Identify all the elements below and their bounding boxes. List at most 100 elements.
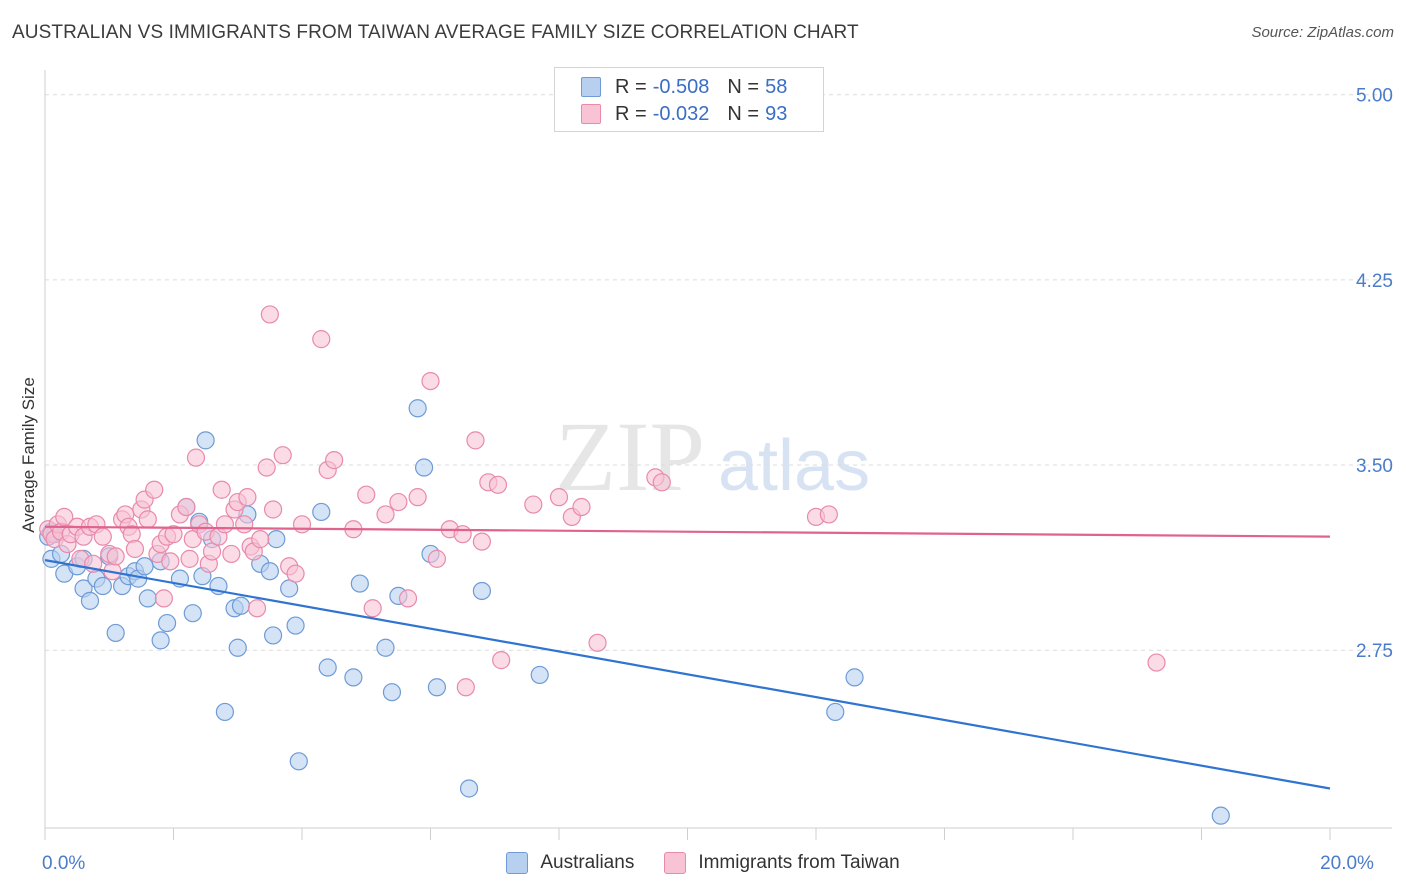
grid-lines [45,94,1392,651]
taiwan-point [286,564,305,583]
y-tick-labels: 2.75 3.50 4.25 5.00 [1356,86,1393,663]
legend-n-label: N = [727,102,760,125]
x-tick-labels: 0.0% 20.0% [42,853,1374,874]
trend-lines [44,525,1331,790]
australians-point [196,431,215,450]
australians-point [215,702,234,722]
taiwan-point [398,589,418,608]
legend-n-value: 58 [765,75,788,98]
taiwan-point [247,599,267,618]
legend-label-taiwan: Immigrants from Taiwan [698,852,900,873]
australians-point [228,638,247,657]
australians-point [408,399,427,418]
series-taiwan-points [39,305,1166,697]
australians-point [344,668,363,687]
taiwan-point [572,497,591,517]
taiwan-point [93,527,112,546]
australians-point [530,665,549,685]
taiwan-point [263,500,283,519]
taiwan-point [363,599,382,618]
australians-point [1211,806,1230,825]
australians-point [414,458,434,477]
legend-item-taiwan: Immigrants from Taiwan [664,852,900,874]
australians-point [93,576,112,596]
australians-point [845,668,864,687]
taiwan-point [292,515,312,534]
legend-r-value: -0.508 [652,75,710,98]
australians-point [138,589,157,608]
taiwan-point [161,552,180,571]
y-tick-label: 3.50 [1356,456,1393,477]
correlation-legend: R = -0.508 N = 58 R = -0.032 N = 93 [554,67,824,132]
taiwan-point [421,372,440,391]
taiwan-point [652,473,671,492]
australians-point [231,596,251,615]
legend-swatch-blue [581,77,601,97]
taiwan-point [138,510,157,529]
taiwan-point [427,549,447,568]
legend-n-label: N = [727,75,760,98]
australians-point [318,658,337,677]
australians-point [472,581,491,601]
taiwan-point [186,448,206,467]
australians-point [106,623,125,643]
taiwan-point [154,589,173,608]
taiwan-point [180,549,199,568]
legend-label-australians: Australians [540,852,635,873]
taiwan-point [257,458,276,477]
legend-swatch-australians [506,852,529,874]
australians-point [376,638,395,657]
y-tick-label: 4.25 [1356,271,1393,292]
taiwan-point [215,515,234,534]
series-legend: Australians Immigrants from Taiwan [0,852,1406,874]
taiwan-point [408,488,427,507]
australians-trend-line [44,559,1331,790]
taiwan-point [389,492,408,512]
australians-point [350,574,369,593]
legend-swatch-taiwan [664,852,687,874]
legend-item-australians: Australians [506,852,634,874]
taiwan-point [235,515,254,534]
y-tick-label: 5.00 [1356,86,1393,107]
australians-point [263,626,283,645]
taiwan-point [145,480,164,499]
y-tick-label: 2.75 [1356,641,1393,662]
legend-r-label: R = [615,75,647,98]
taiwan-point [125,539,145,559]
legend-row-taiwan: R = -0.032 N = 93 [581,101,787,127]
australians-point [151,631,170,650]
x-tick-label: 0.0% [42,853,85,874]
australians-point [135,557,154,576]
taiwan-point [549,488,569,507]
watermark-zip: ZIP [555,401,705,512]
taiwan-point [325,451,344,470]
taiwan-point [357,485,376,504]
taiwan-point [376,505,395,524]
taiwan-point [212,480,231,499]
taiwan-point [492,651,511,670]
legend-r-value: -0.032 [652,102,710,125]
y-axis-label: Average Family Size [19,377,38,533]
legend-r-label: R = [615,102,647,125]
australians-point [286,616,305,635]
taiwan-point [588,633,607,652]
australians-point [459,779,479,798]
source-label: Source: ZipAtlas.com [1251,24,1394,41]
legend-n-value: 93 [765,102,788,125]
taiwan-point [273,446,292,465]
taiwan-point [222,544,241,564]
axes [44,70,1392,840]
chart-title: AUSTRALIAN VS IMMIGRANTS FROM TAIWAN AVE… [12,22,859,43]
australians-point [267,530,286,549]
taiwan-point [312,330,331,349]
australians-point [183,604,202,623]
taiwan-point [251,530,270,549]
taiwan-point [1147,653,1166,672]
australians-point [826,702,845,722]
taiwan-point [472,532,491,551]
taiwan-trend-line [44,525,1331,538]
taiwan-point [106,547,125,566]
taiwan-point [466,431,485,450]
legend-row-australians: R = -0.508 N = 58 [581,74,787,100]
